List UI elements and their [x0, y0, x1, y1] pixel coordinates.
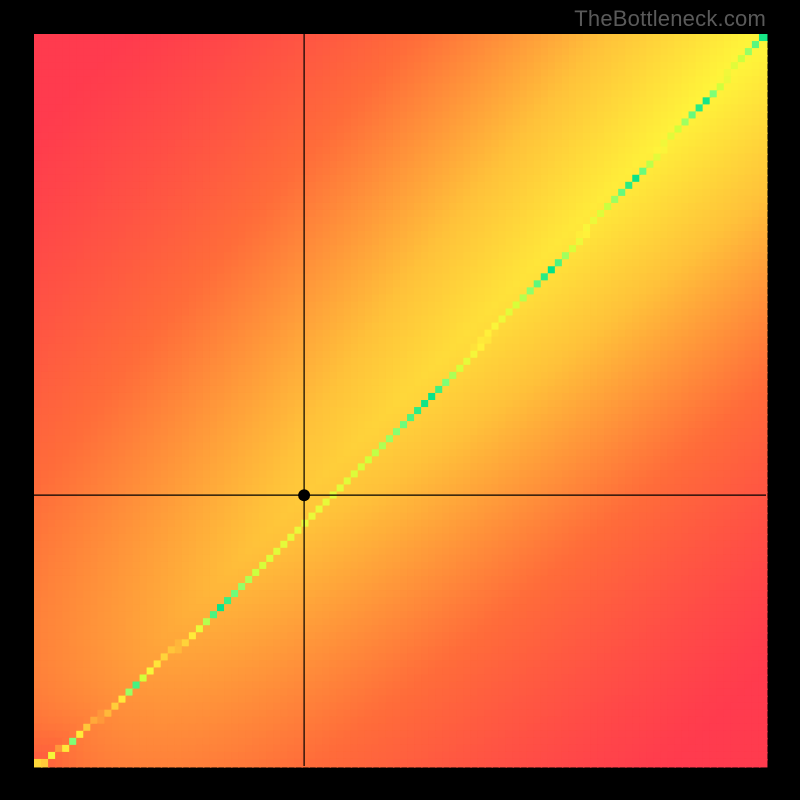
watermark-text: TheBottleneck.com [574, 6, 766, 32]
bottleneck-heatmap [0, 0, 800, 800]
